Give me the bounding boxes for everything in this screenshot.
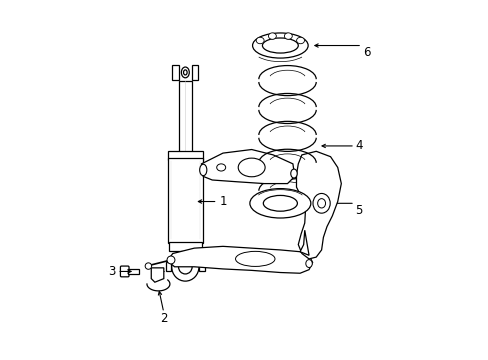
- Polygon shape: [192, 65, 198, 80]
- Text: 1: 1: [219, 195, 226, 208]
- Text: 5: 5: [355, 204, 362, 217]
- Ellipse shape: [183, 70, 187, 75]
- Ellipse shape: [256, 37, 264, 44]
- Ellipse shape: [199, 164, 206, 176]
- Ellipse shape: [317, 199, 325, 208]
- Bar: [168, 158, 202, 243]
- Bar: [128, 269, 139, 274]
- Ellipse shape: [178, 260, 192, 274]
- Polygon shape: [300, 230, 308, 255]
- Ellipse shape: [263, 195, 297, 211]
- Polygon shape: [201, 149, 294, 184]
- Polygon shape: [167, 246, 312, 273]
- Bar: [168, 242, 202, 251]
- Ellipse shape: [171, 252, 199, 281]
- Ellipse shape: [167, 256, 175, 264]
- Ellipse shape: [268, 33, 276, 39]
- Ellipse shape: [252, 33, 307, 58]
- Polygon shape: [296, 151, 341, 259]
- Bar: [168, 150, 202, 159]
- Ellipse shape: [262, 38, 298, 53]
- Text: 4: 4: [355, 139, 362, 152]
- Ellipse shape: [216, 164, 225, 171]
- Ellipse shape: [284, 33, 292, 39]
- Ellipse shape: [238, 158, 264, 177]
- Ellipse shape: [290, 169, 297, 178]
- Ellipse shape: [312, 193, 329, 213]
- Ellipse shape: [249, 189, 310, 218]
- Polygon shape: [172, 65, 178, 80]
- Ellipse shape: [305, 260, 312, 267]
- Ellipse shape: [235, 251, 274, 266]
- Ellipse shape: [181, 67, 189, 78]
- Polygon shape: [151, 268, 163, 282]
- Ellipse shape: [145, 263, 151, 269]
- Text: 6: 6: [362, 46, 369, 59]
- Bar: [179, 81, 191, 153]
- Ellipse shape: [296, 37, 304, 44]
- Text: 3: 3: [108, 265, 115, 278]
- FancyBboxPatch shape: [120, 266, 129, 277]
- Text: 2: 2: [160, 311, 167, 325]
- Polygon shape: [165, 262, 171, 271]
- Polygon shape: [199, 262, 204, 271]
